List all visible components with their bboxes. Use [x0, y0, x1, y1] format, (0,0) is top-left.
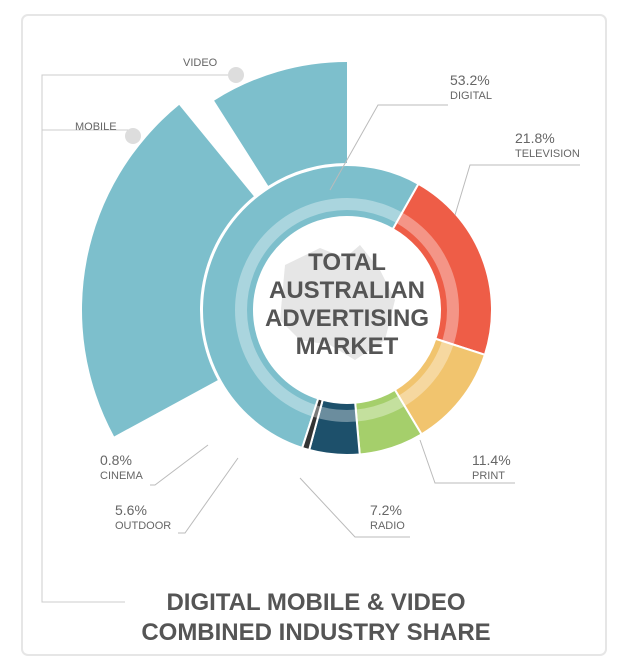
footer-title: DIGITAL MOBILE & VIDEO	[166, 589, 465, 616]
category-label: OUTDOOR	[115, 520, 171, 532]
value-label: 7.2%	[370, 502, 402, 518]
value-label: 5.6%	[115, 502, 147, 518]
category-label: DIGITAL	[450, 90, 492, 102]
category-label: PRINT	[472, 470, 505, 482]
leader-line	[299, 477, 410, 538]
outer-label: MOBILE	[75, 121, 117, 133]
outer-label: VIDEO	[183, 57, 218, 69]
marker-dot	[228, 67, 244, 83]
value-label: 0.8%	[100, 452, 132, 468]
leader-line	[454, 164, 580, 216]
map-shape	[280, 245, 395, 360]
leader-line	[329, 104, 448, 191]
category-label: RADIO	[370, 520, 405, 532]
marker-dot	[125, 128, 141, 144]
value-label: 53.2%	[450, 72, 490, 88]
outer-segment	[82, 104, 254, 437]
inner-band	[235, 198, 459, 422]
center-label: AUSTRALIAN	[269, 277, 425, 304]
center-label: MARKET	[296, 333, 399, 360]
category-label: CINEMA	[100, 470, 143, 482]
leader-line	[178, 457, 239, 534]
mobile-leader	[41, 129, 130, 603]
value-label: 21.8%	[515, 130, 555, 146]
category-label: TELEVISION	[515, 148, 580, 160]
footer-title: COMBINED INDUSTRY SHARE	[141, 619, 490, 646]
video-leader	[41, 74, 236, 130]
center-label: ADVERTISING	[265, 305, 429, 332]
value-label: 11.4%	[472, 452, 511, 468]
center-label: TOTAL	[308, 249, 386, 276]
leader-line	[419, 439, 515, 484]
leader-line	[150, 444, 209, 486]
outer-segment	[214, 62, 347, 186]
